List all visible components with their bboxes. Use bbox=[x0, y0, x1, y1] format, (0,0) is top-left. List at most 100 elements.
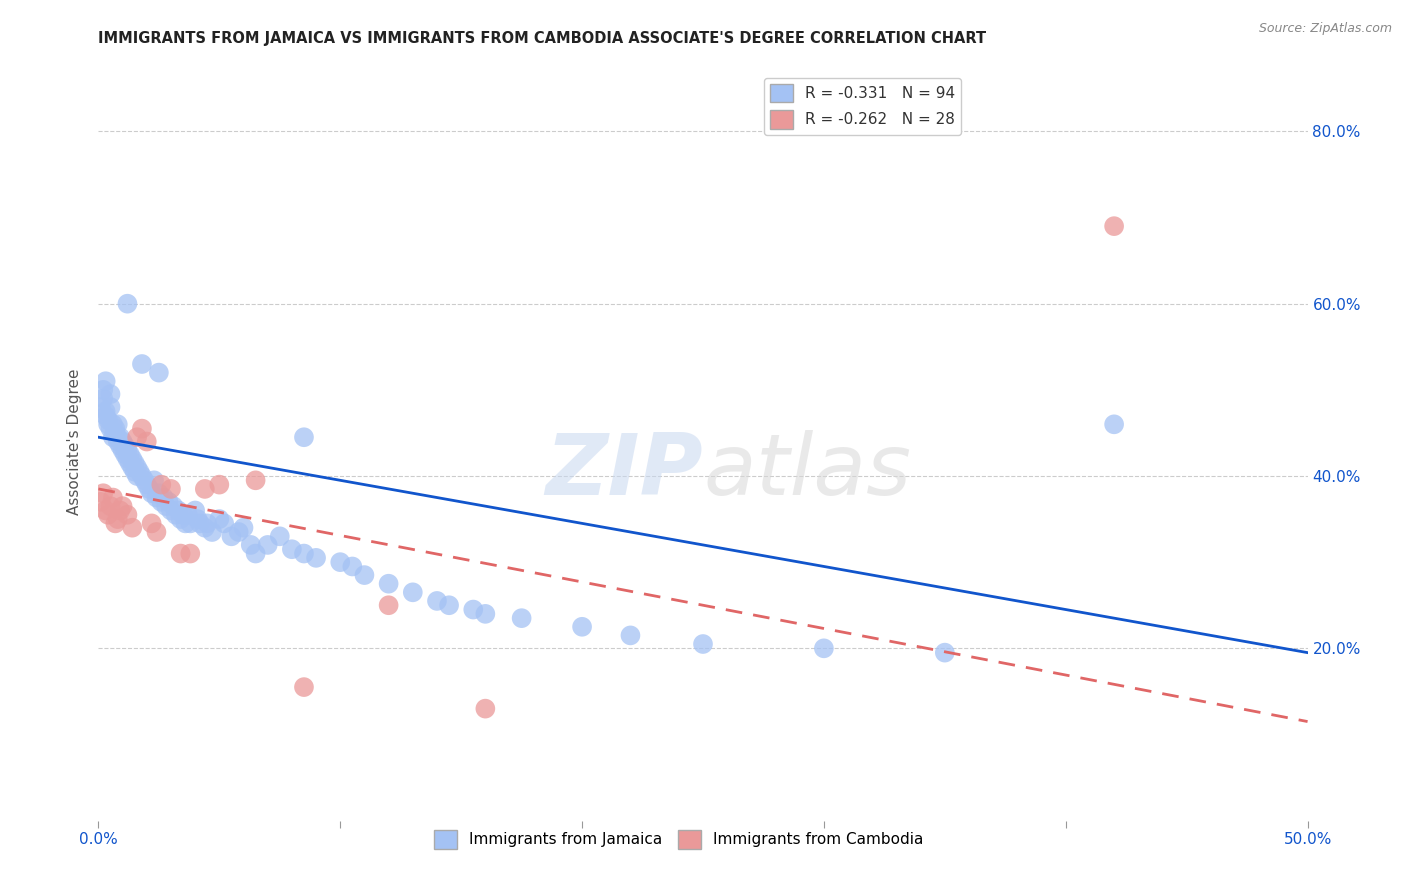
Point bbox=[117, 443, 139, 458]
Point bbox=[377, 576, 399, 591]
Point bbox=[813, 641, 835, 656]
Point bbox=[292, 680, 315, 694]
Point bbox=[148, 366, 170, 380]
Point bbox=[1102, 219, 1125, 234]
Point bbox=[135, 434, 157, 449]
Point bbox=[208, 477, 231, 491]
Point bbox=[127, 469, 149, 483]
Point bbox=[121, 460, 143, 475]
Point bbox=[474, 701, 496, 715]
Point bbox=[1102, 417, 1125, 432]
Point bbox=[245, 473, 267, 487]
Point bbox=[463, 602, 485, 616]
Point bbox=[118, 456, 141, 470]
Point bbox=[121, 521, 143, 535]
Point bbox=[97, 508, 120, 522]
Point bbox=[117, 296, 139, 310]
Point bbox=[179, 547, 201, 561]
Point bbox=[91, 383, 114, 397]
Point bbox=[155, 499, 177, 513]
Point bbox=[174, 516, 197, 531]
Point bbox=[118, 447, 141, 461]
Point bbox=[104, 516, 127, 531]
Point bbox=[305, 550, 328, 565]
Point bbox=[107, 430, 129, 444]
Point bbox=[162, 499, 184, 513]
Text: ZIP: ZIP bbox=[546, 430, 703, 514]
Point bbox=[150, 477, 173, 491]
Point bbox=[108, 430, 131, 444]
Point bbox=[292, 430, 315, 444]
Point bbox=[100, 400, 122, 414]
Point bbox=[167, 503, 190, 517]
Point bbox=[90, 400, 112, 414]
Point bbox=[90, 495, 112, 509]
Point bbox=[100, 499, 122, 513]
Point bbox=[148, 486, 170, 500]
Point bbox=[131, 357, 153, 371]
Point bbox=[128, 465, 150, 479]
Point bbox=[245, 547, 267, 561]
Point bbox=[281, 542, 304, 557]
Point bbox=[188, 516, 211, 531]
Point bbox=[107, 512, 129, 526]
Point bbox=[114, 447, 136, 461]
Point bbox=[94, 404, 117, 418]
Point bbox=[141, 486, 163, 500]
Point bbox=[329, 555, 352, 569]
Point bbox=[143, 473, 166, 487]
Point bbox=[111, 499, 134, 513]
Text: IMMIGRANTS FROM JAMAICA VS IMMIGRANTS FROM CAMBODIA ASSOCIATE'S DEGREE CORRELATI: IMMIGRANTS FROM JAMAICA VS IMMIGRANTS FR… bbox=[98, 31, 987, 46]
Point bbox=[104, 422, 127, 436]
Point bbox=[107, 417, 129, 432]
Point bbox=[152, 491, 174, 505]
Point bbox=[97, 413, 120, 427]
Point bbox=[292, 547, 315, 561]
Point bbox=[124, 465, 146, 479]
Point bbox=[141, 516, 163, 531]
Point bbox=[342, 559, 364, 574]
Point bbox=[127, 460, 149, 475]
Point bbox=[208, 512, 231, 526]
Point bbox=[91, 486, 114, 500]
Point bbox=[239, 538, 262, 552]
Point bbox=[124, 456, 146, 470]
Point bbox=[353, 568, 375, 582]
Point bbox=[111, 434, 134, 449]
Point bbox=[94, 374, 117, 388]
Legend: Immigrants from Jamaica, Immigrants from Cambodia: Immigrants from Jamaica, Immigrants from… bbox=[427, 824, 929, 855]
Point bbox=[117, 451, 139, 466]
Point bbox=[160, 503, 183, 517]
Point bbox=[134, 473, 156, 487]
Point bbox=[100, 422, 122, 436]
Point bbox=[934, 646, 956, 660]
Point bbox=[121, 451, 143, 466]
Point bbox=[108, 503, 131, 517]
Point bbox=[91, 392, 114, 406]
Point bbox=[111, 443, 134, 458]
Point bbox=[201, 524, 224, 539]
Point bbox=[127, 430, 149, 444]
Point bbox=[221, 529, 243, 543]
Point bbox=[269, 529, 291, 543]
Point bbox=[377, 599, 399, 613]
Point bbox=[184, 503, 207, 517]
Point bbox=[104, 425, 127, 440]
Point bbox=[145, 524, 167, 539]
Point bbox=[474, 607, 496, 621]
Point bbox=[179, 516, 201, 531]
Point bbox=[212, 516, 235, 531]
Point bbox=[510, 611, 533, 625]
Point bbox=[571, 620, 593, 634]
Point bbox=[692, 637, 714, 651]
Point bbox=[169, 547, 191, 561]
Point bbox=[169, 512, 191, 526]
Point bbox=[194, 482, 217, 496]
Point bbox=[94, 503, 117, 517]
Point bbox=[94, 409, 117, 423]
Point bbox=[100, 387, 122, 401]
Point bbox=[117, 508, 139, 522]
Point bbox=[101, 430, 124, 444]
Point bbox=[232, 521, 254, 535]
Point bbox=[426, 594, 449, 608]
